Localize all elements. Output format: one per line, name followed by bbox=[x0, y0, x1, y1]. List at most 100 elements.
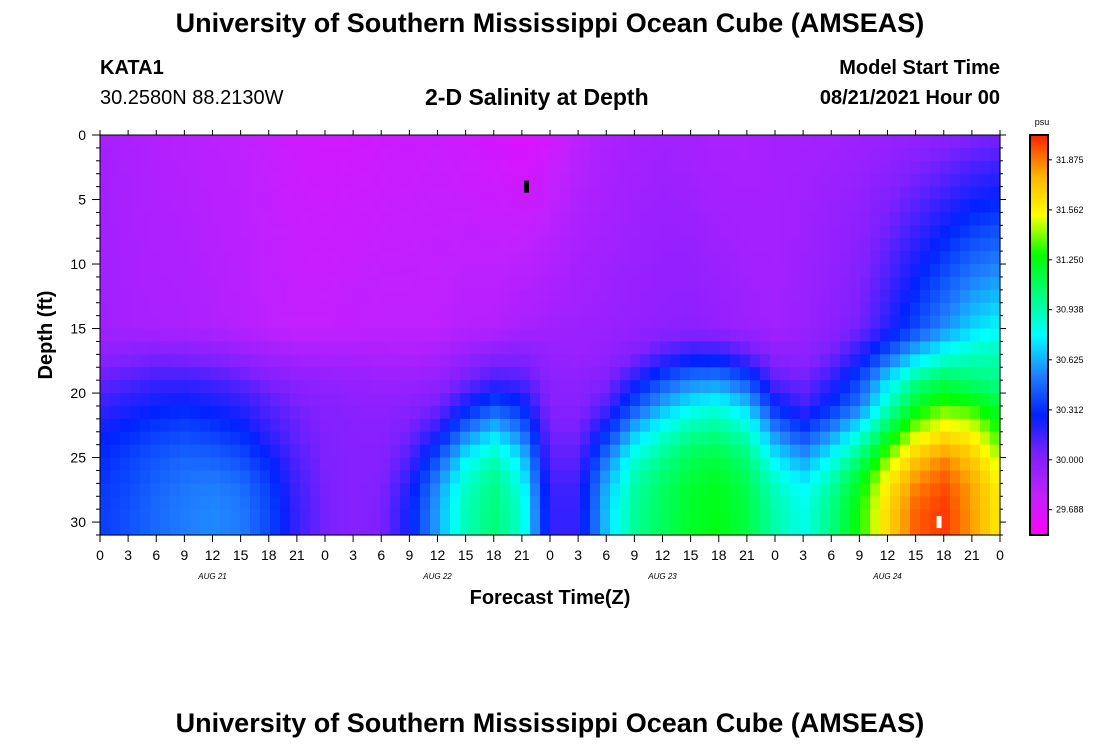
heatmap-cell bbox=[370, 315, 381, 330]
heatmap-cell bbox=[720, 173, 731, 188]
heatmap-cell bbox=[340, 238, 351, 252]
heatmap-cell bbox=[210, 212, 221, 226]
heatmap-cell bbox=[440, 522, 451, 536]
heatmap-cell bbox=[550, 522, 561, 536]
heatmap-cell bbox=[300, 212, 311, 226]
heatmap-cell bbox=[590, 328, 601, 343]
heatmap-cell bbox=[950, 302, 961, 317]
heatmap-cell bbox=[640, 173, 651, 188]
heatmap-cell bbox=[790, 238, 801, 252]
heatmap-cell bbox=[280, 199, 291, 214]
heatmap-cell bbox=[930, 212, 941, 226]
heatmap-cell bbox=[150, 457, 161, 472]
heatmap-cell bbox=[200, 380, 211, 394]
heatmap-cell bbox=[640, 405, 651, 420]
heatmap-cell bbox=[270, 160, 281, 175]
heatmap-cell bbox=[150, 225, 161, 239]
heatmap-cell bbox=[860, 405, 871, 420]
heatmap-cell bbox=[240, 444, 251, 459]
heatmap-cell bbox=[660, 302, 671, 317]
heatmap-cell bbox=[580, 186, 591, 201]
heatmap-cell bbox=[220, 380, 231, 394]
heatmap-cell bbox=[660, 186, 671, 201]
heatmap-cell bbox=[370, 509, 381, 523]
heatmap-cell bbox=[160, 431, 171, 446]
heatmap-cell bbox=[950, 147, 961, 162]
heatmap-cell bbox=[230, 509, 241, 523]
heatmap-cell bbox=[650, 328, 661, 343]
heatmap-cell bbox=[420, 135, 431, 149]
heatmap-cell bbox=[660, 393, 671, 407]
heatmap-cell bbox=[610, 147, 621, 162]
heatmap-cell bbox=[540, 264, 551, 278]
heatmap-cell bbox=[430, 264, 441, 278]
heatmap-cell bbox=[930, 264, 941, 278]
heatmap-cell bbox=[950, 251, 961, 265]
heatmap-cell bbox=[400, 380, 411, 394]
heatmap-cell bbox=[500, 199, 511, 214]
heatmap-cell bbox=[660, 483, 671, 497]
heatmap-cell bbox=[430, 393, 441, 407]
heatmap-cell bbox=[880, 238, 891, 252]
heatmap-cell bbox=[300, 160, 311, 175]
heatmap-cell bbox=[880, 160, 891, 175]
heatmap-cell bbox=[620, 251, 631, 265]
heatmap-cell bbox=[630, 186, 641, 201]
heatmap-cell bbox=[690, 496, 701, 510]
heatmap-cell bbox=[630, 328, 641, 343]
heatmap-cell bbox=[130, 212, 141, 226]
colorbar-tick-label: 29.688 bbox=[1056, 505, 1084, 515]
heatmap-cell bbox=[430, 186, 441, 201]
heatmap-cell bbox=[200, 251, 211, 265]
heatmap-cell bbox=[960, 444, 971, 459]
heatmap-cell bbox=[260, 147, 271, 162]
heatmap-cell bbox=[850, 173, 861, 188]
heatmap-cell bbox=[710, 289, 721, 304]
heatmap-cell bbox=[560, 147, 571, 162]
heatmap-cell bbox=[980, 418, 991, 433]
heatmap-cell bbox=[840, 199, 851, 214]
heatmap-cell bbox=[830, 367, 841, 381]
heatmap-cell bbox=[600, 251, 611, 265]
heatmap-cell bbox=[950, 483, 961, 497]
heatmap-cell bbox=[180, 289, 191, 304]
heatmap-cell bbox=[620, 367, 631, 381]
heatmap-cell bbox=[970, 470, 981, 484]
heatmap-cell bbox=[340, 135, 351, 149]
heatmap-cell bbox=[360, 522, 371, 536]
heatmap-cell bbox=[250, 173, 261, 188]
heatmap-cell bbox=[820, 328, 831, 343]
heatmap-cell bbox=[660, 251, 671, 265]
heatmap-cell bbox=[620, 393, 631, 407]
heatmap-cell bbox=[460, 251, 471, 265]
heatmap-cell bbox=[710, 302, 721, 317]
heatmap-cell bbox=[190, 199, 201, 214]
heatmap-cell bbox=[550, 147, 561, 162]
heatmap-cell bbox=[800, 470, 811, 484]
heatmap-cell bbox=[160, 147, 171, 162]
heatmap-cell bbox=[120, 264, 131, 278]
heatmap-cell bbox=[680, 328, 691, 343]
heatmap-cell bbox=[640, 225, 651, 239]
heatmap-cell bbox=[730, 444, 741, 459]
heatmap-cell bbox=[510, 367, 521, 381]
heatmap-cell bbox=[570, 135, 581, 149]
heatmap-cell bbox=[270, 264, 281, 278]
heatmap-cell bbox=[850, 186, 861, 201]
heatmap-cell bbox=[910, 418, 921, 433]
heatmap-cell bbox=[910, 444, 921, 459]
heatmap-cell bbox=[720, 147, 731, 162]
heatmap-cell bbox=[610, 393, 621, 407]
heatmap-cell bbox=[370, 341, 381, 355]
heatmap-cell bbox=[440, 444, 451, 459]
heatmap-cell bbox=[150, 367, 161, 381]
heatmap-cell bbox=[100, 418, 111, 433]
heatmap-cell bbox=[570, 238, 581, 252]
heatmap-cell bbox=[540, 393, 551, 407]
heatmap-cell bbox=[840, 380, 851, 394]
heatmap-cell bbox=[460, 276, 471, 291]
heatmap-cell bbox=[780, 483, 791, 497]
heatmap-cell bbox=[520, 147, 531, 162]
heatmap-cell bbox=[130, 160, 141, 175]
heatmap-cell bbox=[440, 457, 451, 472]
